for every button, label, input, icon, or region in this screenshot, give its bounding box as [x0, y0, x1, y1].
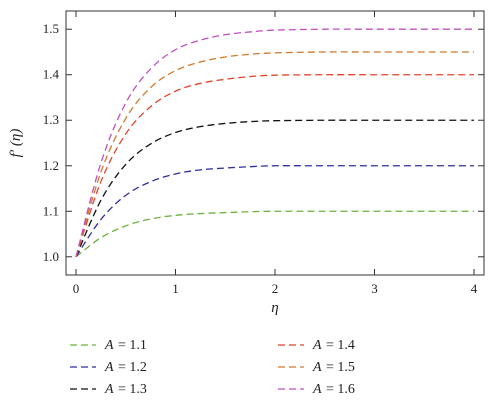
plot-frame [65, 10, 485, 276]
legend-variable: A [104, 338, 114, 353]
series-line-1 [75, 210, 474, 258]
y-axis-label: f′ (η) [8, 129, 24, 158]
legend-entry-2: A = 1.2 [70, 360, 147, 375]
legend-entry-3: A = 1.3 [70, 382, 147, 397]
legend-value: = 1.6 [326, 382, 355, 397]
y-tick-label: 1.3 [43, 112, 59, 127]
y-tick-label: 1.0 [43, 249, 59, 264]
series-line-4 [75, 74, 474, 257]
legend-entry-1: A = 1.1 [70, 338, 147, 353]
legend-value: = 1.2 [118, 360, 147, 375]
y-tick-label: 1.1 [43, 203, 59, 218]
series-lines [75, 28, 474, 258]
y-tick-label: 1.5 [43, 21, 59, 36]
legend: A = 1.1 A = 1.2 A = 1.3 A = 1.4 A = 1.5 A = 1.6 [70, 338, 355, 397]
series-line-3 [75, 119, 474, 258]
legend-value: = 1.4 [326, 338, 355, 353]
y-tick-label: 1.4 [43, 67, 60, 82]
legend-variable: A [312, 382, 322, 397]
x-tick-label: 4 [471, 281, 478, 296]
series-line-6 [75, 28, 474, 257]
legend-value: = 1.1 [118, 338, 147, 353]
legend-entry-6: A = 1.6 [278, 382, 355, 397]
series-line-2 [75, 165, 474, 258]
legend-value: = 1.5 [326, 360, 355, 375]
legend-variable: A [312, 338, 322, 353]
x-axis-label: η [271, 300, 278, 316]
legend-value: = 1.3 [118, 382, 147, 397]
legend-entry-5: A = 1.5 [278, 360, 355, 375]
legend-variable: A [104, 382, 114, 397]
x-tick-label: 1 [172, 281, 179, 296]
x-tick-label: 2 [272, 281, 279, 296]
x-tick-label: 0 [73, 281, 80, 296]
legend-variable: A [104, 360, 114, 375]
legend-entry-4: A = 1.4 [278, 338, 355, 353]
series-line-5 [75, 51, 474, 257]
axis-ticks: 0 1 2 3 4 1.0 1.1 1.2 1.3 1.4 1.5 [43, 11, 484, 296]
y-tick-label: 1.2 [43, 158, 59, 173]
x-tick-label: 3 [371, 281, 378, 296]
legend-variable: A [312, 360, 322, 375]
